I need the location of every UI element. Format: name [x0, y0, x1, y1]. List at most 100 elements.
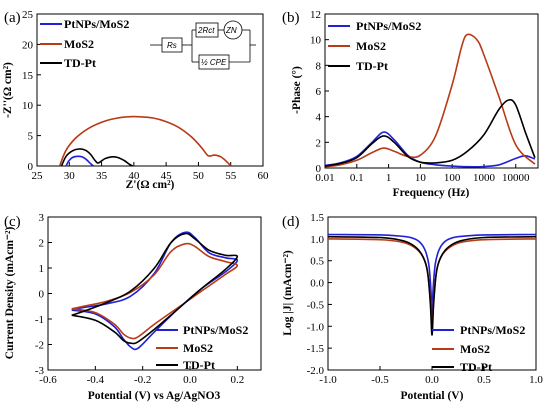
y-tick-label: 25 [22, 9, 34, 21]
y-tick-label: 1.5 [310, 212, 324, 224]
x-tick-label: 10 [415, 172, 427, 184]
cpe-label: ½ CPE [201, 58, 227, 67]
y-tick-label: -2 [35, 340, 44, 352]
series-line-pt [327, 233, 537, 328]
series-group [58, 115, 232, 167]
x-tick-label: 0.1 [350, 172, 364, 184]
panel-d: (d) -1.0 -0.5 0.0 0.5 1.0 -2.0 -1.5 -1.0 -0.5 0.0… [282, 212, 543, 402]
x-tick-label: 55 [225, 170, 237, 182]
legend-label: PtNPs/MoS2 [356, 19, 421, 33]
x-tick-label: -0.2 [134, 374, 151, 386]
series-line-pt [65, 155, 95, 167]
legend-label: PtNPs/MoS2 [64, 17, 129, 31]
series-line-td [324, 98, 536, 167]
y-axis-label: Log |J| (mAcm⁻²) [282, 250, 294, 336]
legend: PtNPs/MoS2 MoS2 TD-Pt [40, 17, 129, 70]
series-line-td [71, 232, 239, 345]
y-tick-label: -1.5 [307, 343, 325, 355]
y-tick-label: 1.0 [310, 234, 324, 246]
series-group [327, 233, 537, 336]
y-tick-label: 6 [316, 86, 322, 98]
x-axis-label: Frequency (Hz) [393, 187, 470, 199]
x-tick-label: 60 [258, 170, 270, 182]
x-axis-label: Z'(Ω cm²) [126, 179, 175, 191]
legend-label: MoS2 [64, 37, 94, 51]
x-tick-label: -1.0 [319, 374, 337, 386]
y-tick-label: 4 [316, 112, 322, 124]
panel-label: (b) [282, 10, 300, 26]
rct-label: 2Rct [197, 26, 215, 35]
y-tick-label: -1.0 [307, 321, 325, 333]
legend-label: PtNPs/MoS2 [460, 323, 525, 337]
x-tick-label: 0.2 [230, 374, 244, 386]
x-tick-label: -0.4 [87, 374, 105, 386]
series-line-td [60, 148, 133, 167]
legend-label: MoS2 [460, 342, 490, 356]
equivalent-circuit-inset [150, 20, 256, 70]
y-tick-label: -3 [35, 365, 45, 377]
x-axis-label: Potential (V) vs Ag/AgNO3 [88, 390, 221, 402]
x-tick-label: 50 [193, 170, 205, 182]
legend: PtNPs/MoS2 MoS2 TD-Pt [432, 323, 525, 374]
series-line-mos2 [58, 115, 232, 167]
x-tick-label: 25 [32, 170, 44, 182]
y-tick-label: 10 [22, 100, 34, 112]
panel-a: (a) 25 30 35 40 45 50 55 60 0 5 10 15 20 25 Z'(Ω cm²)… [2, 9, 269, 191]
y-tick-label: 10 [310, 35, 322, 47]
legend-label: TD-Pt [183, 358, 215, 372]
rs-label: Rs [167, 41, 177, 50]
panel-label: (d) [282, 214, 300, 230]
panel-c: (c) -0.6 -0.4 -0.2 0.0 0.2 -3 -2 -1 0 1 2 3 Potenti… [4, 212, 262, 402]
axis-ticks: 0.01 0.1 1 10 100 1000 10000 0 2 4 6 8 10 12 [310, 9, 530, 184]
x-tick-label: 40 [128, 170, 140, 182]
series-line-pt [324, 131, 536, 168]
series-line-mos2 [324, 33, 536, 168]
y-tick-label: 1 [39, 263, 45, 275]
x-tick-label: 0.5 [477, 374, 491, 386]
series-group [324, 33, 536, 168]
y-axis-label: Current Density (mAcm⁻²) [4, 227, 16, 360]
plot-frame [36, 13, 264, 167]
x-tick-label: 10000 [502, 172, 530, 184]
y-tick-label: 12 [310, 9, 321, 21]
y-tick-label: 0.5 [310, 256, 324, 268]
y-tick-label: 0 [316, 163, 322, 175]
x-tick-label: 0.0 [425, 374, 439, 386]
panel-b: (b) 0.01 0.1 1 10 100 1000 10000 0 2 4 6 8 10 12 Freq… [282, 9, 539, 199]
y-axis-label: -Phase (°) [291, 66, 303, 114]
series-line-mos2 [71, 242, 239, 340]
x-axis-label: Potential (V) [401, 390, 464, 402]
axis-ticks: 25 30 35 40 45 50 55 60 0 5 10 15 20 25 [22, 9, 269, 182]
y-axis-label: -Z''(Ω cm²) [2, 62, 14, 118]
y-tick-label: 15 [22, 70, 34, 82]
y-tick-label: 0.0 [310, 278, 324, 290]
series-group [71, 231, 239, 351]
y-tick-label: 3 [39, 212, 45, 224]
plot-frame [47, 216, 262, 371]
axis-ticks: -1.0 -0.5 0.0 0.5 1.0 -2.0 -1.5 -1.0 -0.5 0.0 0.5 1… [307, 212, 544, 386]
y-tick-label: 0 [28, 161, 34, 173]
y-tick-label: 0 [39, 289, 45, 301]
x-tick-label: -0.6 [39, 374, 57, 386]
x-tick-label: -0.5 [371, 374, 389, 386]
y-tick-label: 5 [28, 131, 34, 143]
x-tick-label: 0.01 [315, 172, 334, 184]
legend-label: TD-Pt [64, 56, 96, 70]
legend-label: TD-Pt [356, 59, 388, 73]
y-tick-label: -1 [35, 314, 44, 326]
y-tick-label: 20 [22, 39, 34, 51]
y-tick-label: 8 [316, 60, 322, 72]
y-tick-label: 2 [39, 238, 45, 250]
legend: PtNPs/MoS2 MoS2 TD-Pt [328, 19, 421, 73]
x-tick-label: 1 [386, 172, 392, 184]
x-tick-label: 0.0 [183, 374, 197, 386]
legend-label: MoS2 [356, 39, 386, 53]
x-tick-label: 30 [64, 170, 76, 182]
x-tick-label: 100 [444, 172, 461, 184]
zn-label: ZN [225, 26, 237, 35]
y-tick-label: -2.0 [307, 365, 325, 377]
y-tick-label: -0.5 [307, 299, 325, 311]
x-tick-label: 1000 [473, 172, 496, 184]
x-tick-label: 35 [96, 170, 108, 182]
